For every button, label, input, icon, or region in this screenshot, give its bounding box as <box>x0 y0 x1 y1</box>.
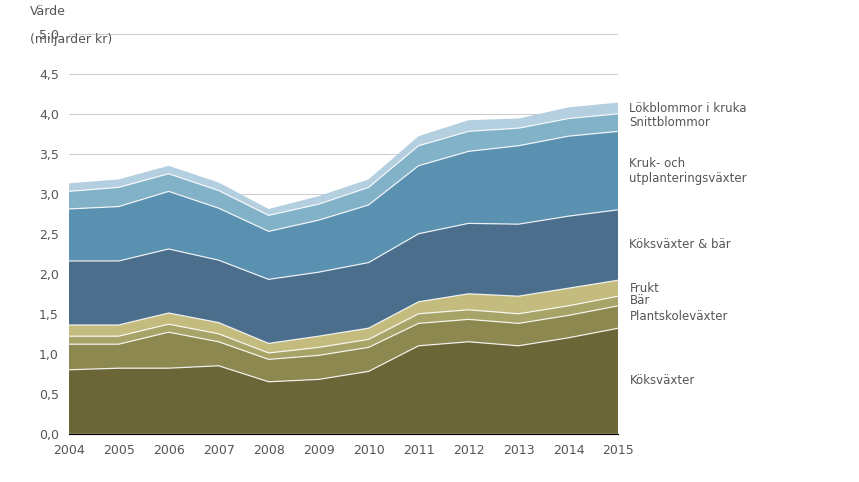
Text: (miljarder kr): (miljarder kr) <box>30 33 113 46</box>
Text: Köksväxter & bär: Köksväxter & bär <box>630 239 731 252</box>
Text: Värde: Värde <box>30 5 66 18</box>
Text: Lökblommor i kruka: Lökblommor i kruka <box>630 102 747 115</box>
Text: Kruk- och
utplanteringsväxter: Kruk- och utplanteringsväxter <box>630 157 747 185</box>
Text: Bär: Bär <box>630 295 650 308</box>
Text: Frukt: Frukt <box>630 281 660 295</box>
Text: Snittblommor: Snittblommor <box>630 116 710 129</box>
Text: Plantskoleväxter: Plantskoleväxter <box>630 310 728 323</box>
Text: Köksväxter: Köksväxter <box>630 375 695 388</box>
